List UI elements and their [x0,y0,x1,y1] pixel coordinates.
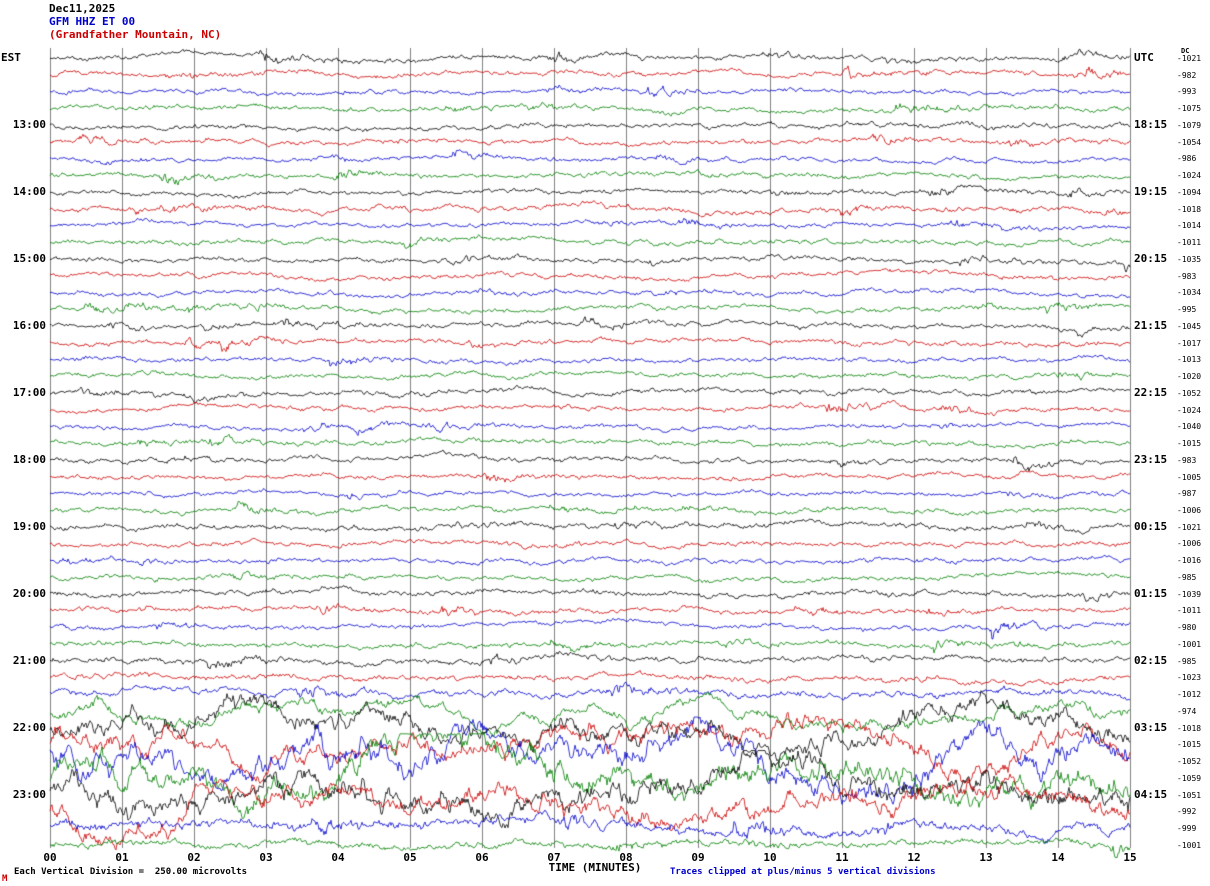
dc-offset-value: -1011 [1177,238,1202,248]
dc-offset-value: -1034 [1177,288,1202,298]
dc-offset-value: -1045 [1177,321,1202,331]
utc-axis-header: UTC [1134,51,1154,64]
x-tick-label: 04 [331,851,345,864]
utc-time-label: 22:15 [1134,385,1168,399]
x-tick-label: 10 [763,851,777,864]
dc-offset-value: -1006 [1177,539,1202,549]
dc-offset-value: -983 [1177,271,1197,281]
x-tick-label: 15 [1123,851,1137,864]
est-time-label: 18:00 [12,452,46,466]
dc-offset-value: -985 [1177,572,1197,582]
dc-offset-value: -1011 [1177,606,1202,616]
dc-offset-value: -1021 [1177,522,1202,532]
clip-note: Traces clipped at plus/minus 5 vertical … [670,867,936,877]
dc-offset-value: -1052 [1177,388,1202,398]
utc-time-label: 18:15 [1134,117,1168,131]
dc-offset-value: -986 [1177,154,1197,164]
dc-offset-value: -1016 [1177,556,1202,566]
dc-offset-value: -1013 [1177,355,1202,365]
dc-offset-value: -1018 [1177,723,1202,733]
est-time-label: 17:00 [12,385,46,399]
x-tick-label: 01 [115,851,129,864]
dc-offset-value: -974 [1177,706,1197,716]
est-time-label: 22:00 [12,720,46,734]
dc-offset-value: -1024 [1177,405,1202,415]
dc-offset-value: -982 [1177,70,1197,80]
dc-offset-value: -1023 [1177,673,1202,683]
dc-offset-value: -1020 [1177,372,1202,382]
dc-offset-value: -993 [1177,87,1197,97]
dc-offset-value: -1079 [1177,120,1202,130]
x-tick-label: 14 [1051,851,1065,864]
dc-offset-value: -1054 [1177,137,1202,147]
dc-offset-value: -1024 [1177,171,1202,181]
dc-offset-value: -1075 [1177,104,1202,114]
utc-time-label: 03:15 [1134,720,1168,734]
dc-offset-value: -999 [1177,824,1197,834]
dc-offset-value: -1051 [1177,790,1202,800]
dc-offset-value: -1015 [1177,740,1202,750]
utc-time-label: 00:15 [1134,519,1168,533]
dc-offset-value: -1014 [1177,221,1202,231]
est-time-label: 13:00 [12,117,46,131]
dc-offset-value: -1017 [1177,338,1202,348]
dc-offset-value: -1001 [1177,639,1202,649]
est-time-label: 14:00 [12,184,46,198]
x-tick-label: 05 [403,851,417,864]
utc-time-label: 20:15 [1134,251,1168,265]
dc-offset-value: -1094 [1177,187,1202,197]
est-time-label: 16:00 [12,318,46,332]
est-time-label: 15:00 [12,251,46,265]
x-axis-title: TIME (MINUTES) [548,861,642,874]
dc-offset-value: -1035 [1177,254,1202,264]
dc-offset-value: -985 [1177,656,1197,666]
utc-time-label: 01:15 [1134,586,1168,600]
dc-offset-value: -1021 [1177,54,1202,63]
x-tick-label: 11 [835,851,849,864]
x-tick-label: 12 [907,851,921,864]
dc-offset-value: -1006 [1177,505,1202,515]
est-time-label: 23:00 [12,787,46,801]
dc-offset-value: -1015 [1177,439,1202,449]
dc-offset-value: -980 [1177,623,1197,633]
utc-time-label: 04:15 [1134,787,1168,801]
vertical-scale-note: Each Vertical Division = 250.00 microvol… [14,867,247,877]
est-time-label: 21:00 [12,653,46,667]
est-time-label: 20:00 [12,586,46,600]
utc-time-label: 21:15 [1134,318,1168,332]
dc-offset-value: -1039 [1177,589,1202,599]
x-tick-label: 00 [43,851,57,864]
dc-offset-value: -987 [1177,489,1197,499]
dc-offset-value: -1018 [1177,204,1202,214]
utc-time-label: 23:15 [1134,452,1168,466]
x-tick-label: 03 [259,851,273,864]
dc-offset-value: -1001 [1177,840,1202,850]
dc-offset-value: -1040 [1177,422,1202,432]
station-channel-label: GFM HHZ ET 00 [49,15,136,28]
date-label: Dec11,2025 [49,2,116,15]
dc-offset-value: -1012 [1177,690,1202,700]
est-time-label: 19:00 [12,519,46,533]
est-axis-header: EST [1,51,21,64]
dc-offset-value: -1059 [1177,773,1202,783]
utc-time-label: 19:15 [1134,184,1168,198]
dc-offset-value: -995 [1177,305,1197,315]
x-tick-label: 09 [691,851,705,864]
station-location-label: (Grandfather Mountain, NC) [49,28,222,41]
x-tick-label: 13 [979,851,993,864]
corner-mark: M [2,874,8,884]
dc-offset-value: -1052 [1177,757,1202,767]
dc-offset-value: -1005 [1177,472,1202,482]
x-tick-label: 07 [547,851,561,864]
title-block: Dec11,2025 GFM HHZ ET 00 (Grandfather Mo… [49,2,221,41]
dc-offset-header: DC [1181,47,1190,55]
dc-offset-value: -983 [1177,455,1197,465]
x-tick-label: 02 [187,851,201,864]
x-tick-label: 08 [619,851,633,864]
x-tick-label: 06 [475,851,489,864]
utc-time-label: 02:15 [1134,653,1168,667]
dc-offset-value: -992 [1177,807,1197,817]
